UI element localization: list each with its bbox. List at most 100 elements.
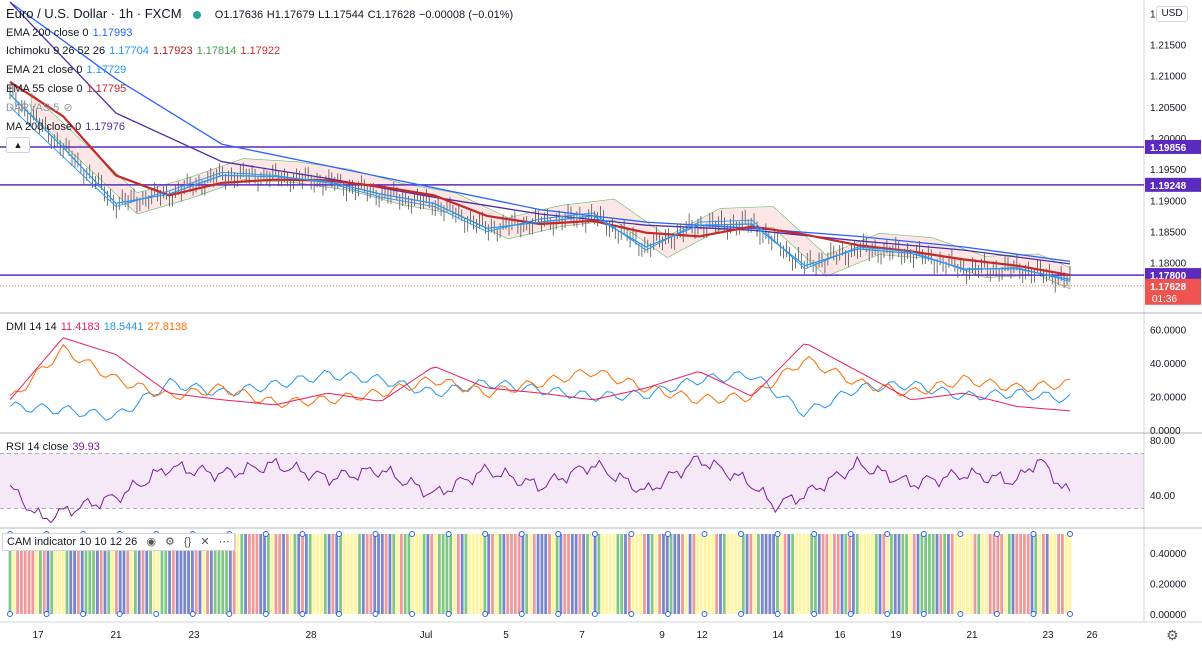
cam-bar [460, 534, 464, 614]
cam-marker-top [518, 531, 525, 537]
cam-bar [187, 534, 190, 614]
legend-rsi[interactable]: RSI 14 close 39.93 [6, 440, 100, 454]
cam-bar [1053, 534, 1057, 614]
cam-bar [137, 534, 141, 614]
cam-bar [202, 534, 206, 614]
legend-ema21[interactable]: EMA 21 close 0 1.17729 [6, 63, 126, 77]
cam-bar [12, 534, 16, 614]
legend-ma200[interactable]: MA 200 close 0 1.17976 [6, 120, 125, 134]
price-tick-label: 1.21500 [1150, 41, 1187, 52]
cam-bar [171, 534, 175, 614]
cam-bar [1015, 534, 1019, 614]
cam-bar [247, 534, 251, 614]
cam-bar [434, 534, 437, 614]
cam-bar [977, 534, 981, 614]
cam-bar [692, 534, 696, 614]
cam-bar [73, 534, 76, 614]
cam-bar [274, 534, 278, 614]
cam-marker-bottom [811, 611, 818, 617]
cam-bar [456, 534, 460, 614]
cam-bar [111, 534, 114, 614]
cam-marker-top [847, 531, 854, 537]
cam-bar [278, 534, 282, 614]
cam-bar [69, 534, 73, 614]
legend-cam[interactable]: CAM indicator 10 10 12 26 ◉ ⚙ {} ✕ ⋯ [2, 533, 235, 551]
cam-marker-top [591, 531, 598, 537]
cam-bar [719, 534, 722, 614]
chart-settings-gear-icon[interactable]: ⚙ [1166, 627, 1179, 643]
cam-bars [8, 534, 1072, 614]
cam-bar [916, 534, 920, 614]
cam-bar [605, 534, 608, 614]
cam-bar [863, 534, 867, 614]
cam-bar [897, 534, 901, 614]
price-tick-label: 1.21000 [1150, 72, 1187, 83]
price-tick-label: 1.20500 [1150, 103, 1187, 114]
source-code-icon[interactable]: {} [183, 536, 192, 548]
cam-bar [867, 534, 871, 614]
cam-bar [160, 534, 164, 614]
cam-bar [825, 534, 829, 614]
cam-bar [544, 534, 548, 614]
legend-darvas[interactable]: DARVAS 5 ⊘ [6, 101, 73, 115]
ohlc-change: −0.00008 (−0.01%) [418, 9, 514, 21]
cam-bar [118, 534, 122, 614]
ma200-line [9, 1, 1071, 265]
cam-bar [1061, 534, 1064, 614]
cam-bar [308, 534, 312, 614]
rsi-band [0, 453, 1144, 509]
time-tick-label: 26 [1086, 630, 1098, 641]
cam-bar [521, 534, 525, 614]
countdown-text: 01:36 [1152, 294, 1177, 305]
dmi-plus-line [9, 369, 1071, 421]
hidden-eye-icon[interactable]: ⊘ [63, 102, 73, 114]
cam-bar [259, 534, 263, 614]
cam-bar [673, 534, 677, 614]
cam-marker-top [372, 531, 379, 537]
cam-bar [833, 534, 836, 614]
cam-bar [217, 534, 221, 614]
cam-bar [198, 534, 202, 614]
cam-marker-bottom [226, 611, 233, 617]
cam-marker-top [664, 531, 671, 537]
price-tick-label: 1.19500 [1150, 165, 1187, 176]
more-icon[interactable]: ⋯ [218, 536, 230, 548]
cam-bar [616, 534, 620, 614]
legend-ema55[interactable]: EMA 55 close 0 1.17795 [6, 82, 126, 96]
cam-bar [422, 534, 426, 614]
cam-bar [133, 534, 137, 614]
cam-marker-bottom [153, 611, 160, 617]
legend-ichimoku-v3: 1.17814 [196, 45, 237, 57]
cam-tick-label: 0.20000 [1150, 580, 1187, 591]
price-level-tag-text: 1.19248 [1150, 181, 1187, 192]
cam-bar [475, 534, 479, 614]
cam-bar [654, 534, 658, 614]
cam-marker-bottom [482, 611, 489, 617]
currency-button[interactable]: USD [1156, 6, 1188, 22]
cam-bar [46, 534, 50, 614]
legend-ema21-value: 1.17729 [86, 64, 127, 76]
close-icon[interactable]: ✕ [200, 536, 210, 548]
cam-bar [734, 534, 738, 614]
cam-bar [711, 534, 715, 614]
legend-dmi[interactable]: DMI 14 14 11.4183 18.5441 27.8138 [6, 320, 187, 334]
cam-bar [836, 534, 840, 614]
cam-bar [981, 534, 985, 614]
cam-marker-bottom [847, 611, 854, 617]
cam-bar [958, 534, 962, 614]
eye-icon[interactable]: ◉ [146, 536, 156, 548]
cam-bar [31, 534, 35, 614]
cam-marker-top [482, 531, 489, 537]
gear-icon[interactable]: ⚙ [164, 536, 175, 548]
price-level-tag [1145, 268, 1201, 283]
cam-bar [403, 534, 407, 614]
legend-ema21-label: EMA 21 close 0 [6, 64, 83, 76]
collapse-legend-button[interactable]: ▲ [6, 137, 30, 153]
cam-bar [814, 534, 817, 614]
legend-ichimoku[interactable]: Ichimoku 9 26 52 26 1.17704 1.17923 1.17814… [6, 44, 280, 58]
cam-marker-top [920, 531, 927, 537]
cam-bar [1026, 534, 1030, 614]
symbol-title[interactable]: Euro / U.S. Dollar · 1h · FXCM [6, 6, 182, 21]
legend-ema200[interactable]: EMA 200 close 0 1.17993 [6, 26, 132, 40]
